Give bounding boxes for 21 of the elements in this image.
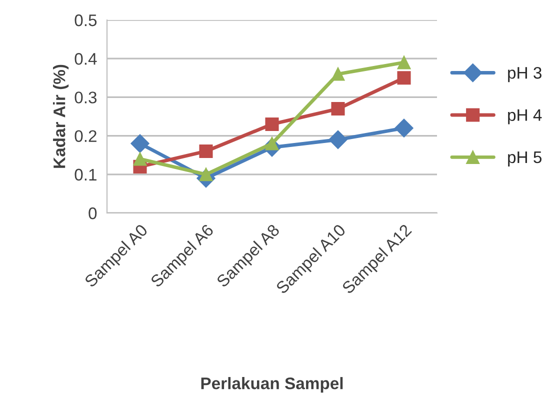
point (265, 117, 279, 131)
y-tick-label: 0.1 (74, 168, 96, 181)
point (199, 144, 213, 158)
point (331, 102, 345, 116)
point (397, 56, 411, 70)
y-axis-title: Kadar Air (%) (53, 64, 69, 168)
point (133, 152, 147, 166)
point (130, 134, 150, 153)
point (394, 118, 414, 138)
point (331, 67, 345, 81)
y-tick-label: 0.3 (74, 92, 97, 104)
legend-label: pH 4 (508, 109, 542, 124)
legend-label: pH 3 (508, 66, 542, 82)
y-tick-label: 0.4 (74, 53, 97, 65)
y-tick-label: 0 (88, 207, 97, 220)
legend-label: pH 5 (508, 152, 542, 166)
point (328, 130, 348, 150)
x-axis-title: Perlakuan Sampel (201, 377, 343, 393)
y-tick-label: 0.2 (74, 130, 96, 142)
point (397, 71, 411, 85)
y-tick-label: 0.5 (74, 14, 97, 26)
